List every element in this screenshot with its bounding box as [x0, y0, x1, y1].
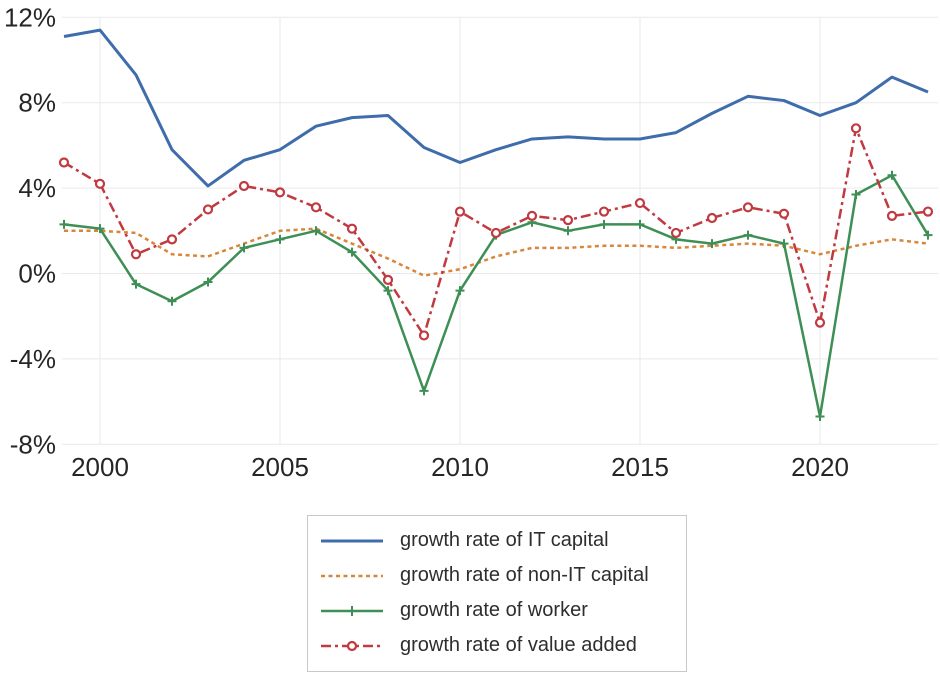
legend-label-value-added: growth rate of value added	[400, 634, 637, 656]
svg-text:8%: 8%	[18, 88, 56, 118]
legend-key-non-it-capital	[319, 568, 385, 584]
legend-item-worker: growth rate of worker	[319, 593, 686, 628]
svg-text:0%: 0%	[18, 259, 56, 289]
legend-label-worker: growth rate of worker	[400, 599, 588, 621]
svg-text:-8%: -8%	[10, 429, 56, 459]
svg-text:12%: 12%	[4, 2, 56, 32]
growth-rates-line-chart: 12% 8% 4% 0% -4% -8% 2000 2005 2010 2015 2020	[4, 2, 938, 482]
legend-item-it-capital: growth rate of IT capital	[319, 523, 686, 558]
legend-label-it-capital: growth rate of IT capital	[400, 529, 609, 551]
svg-text:2005: 2005	[251, 452, 309, 482]
svg-text:-4%: -4%	[10, 344, 56, 374]
svg-text:2010: 2010	[431, 452, 489, 482]
legend-label-non-it-capital: growth rate of non-IT capital	[400, 564, 649, 586]
legend-key-value-added	[319, 638, 385, 654]
svg-text:4%: 4%	[18, 173, 56, 203]
svg-text:2015: 2015	[611, 452, 669, 482]
legend-key-worker	[319, 603, 385, 619]
legend-item-value-added: growth rate of value added	[319, 628, 686, 663]
svg-text:2020: 2020	[791, 452, 849, 482]
legend-item-non-it-capital: growth rate of non-IT capital	[319, 558, 686, 593]
legend-key-it-capital	[319, 533, 385, 549]
chart-legend: growth rate of IT capital growth rate of…	[307, 515, 687, 672]
svg-text:2000: 2000	[71, 452, 129, 482]
